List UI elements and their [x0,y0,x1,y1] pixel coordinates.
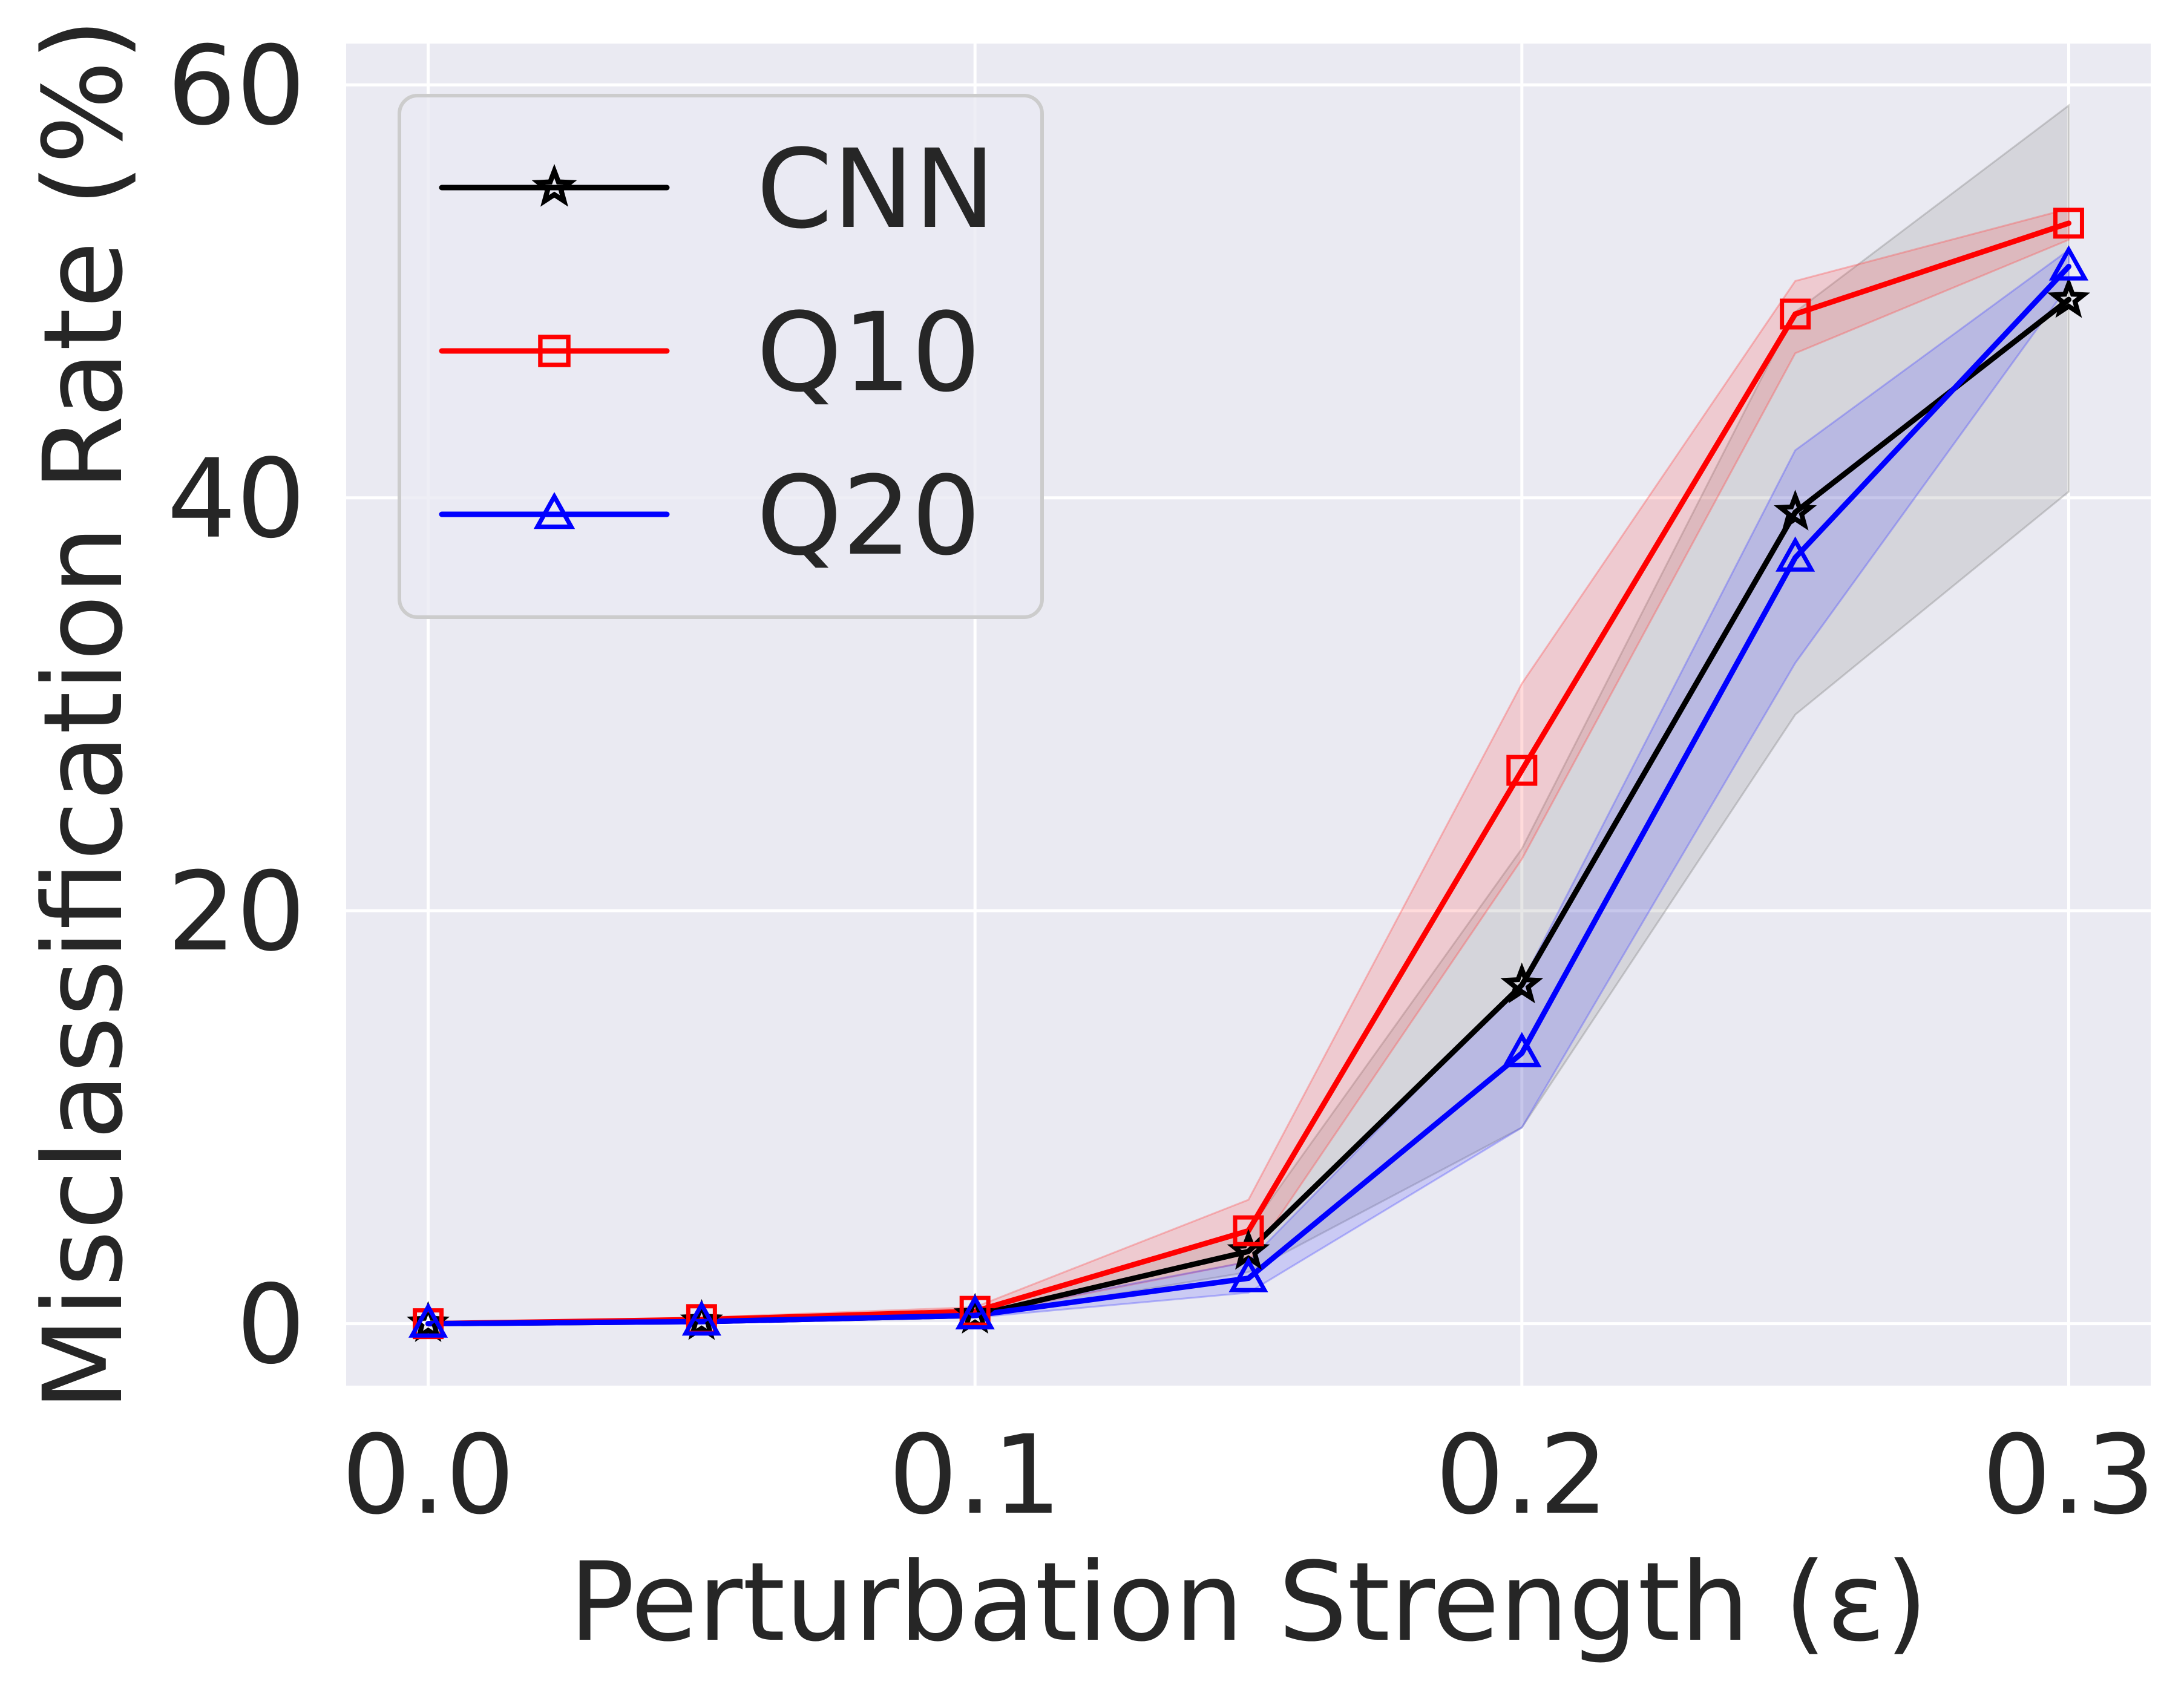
x-tick-label-2: 0.2 [1435,1412,1608,1539]
y-tick-label-0: 0 [236,1262,306,1389]
y-tick-label-3: 60 [167,23,306,149]
legend-q20-marker [533,492,576,529]
cnn-point-5 [1774,490,1817,531]
y-tick-label-2: 40 [167,436,306,563]
q20-line [425,264,2071,1327]
q20-point-2 [955,1294,995,1330]
q20-point-6 [2048,245,2089,281]
legend-q20-label: Q20 [756,453,981,580]
y-tick-label-1: 20 [167,849,306,975]
x-tick-label-3: 0.3 [1982,1412,2155,1539]
y-axis-label: Misclassification Rate (%) [21,18,147,1411]
q10-point-5 [1780,298,1811,330]
legend-q10-marker [538,335,571,367]
x-tick-label-0: 0.0 [341,1412,514,1539]
series-markers [407,208,2090,1342]
legend-cnn-label: CNN [756,126,995,253]
x-tick-label-1: 0.1 [888,1412,1061,1539]
q10-point-4 [1506,755,1538,786]
q10-point-3 [1233,1215,1264,1246]
legend-box [398,94,1044,619]
q20-point-3 [1228,1257,1268,1292]
cnn-point-4 [1500,962,1544,1004]
q20-point-0 [408,1302,448,1338]
q10-point-6 [2053,208,2084,239]
q20-point-5 [1776,536,1815,572]
q20-point-1 [681,1300,721,1336]
legend-cnn-marker [531,163,577,207]
q20-point-4 [1502,1032,1542,1067]
y-tick-labels: 0 20 40 60 [167,23,306,1388]
cnn-point-6 [2047,277,2090,318]
x-tick-labels: 0.0 0.1 0.2 0.3 [341,1412,2155,1539]
legend-entries: CNN Q10 Q20 [439,126,995,580]
legend[interactable]: CNN Q10 Q20 [398,94,1044,619]
x-axis-label: Perturbation Strength (ε) [569,1539,1928,1666]
legend-q10-label: Q10 [756,290,981,416]
